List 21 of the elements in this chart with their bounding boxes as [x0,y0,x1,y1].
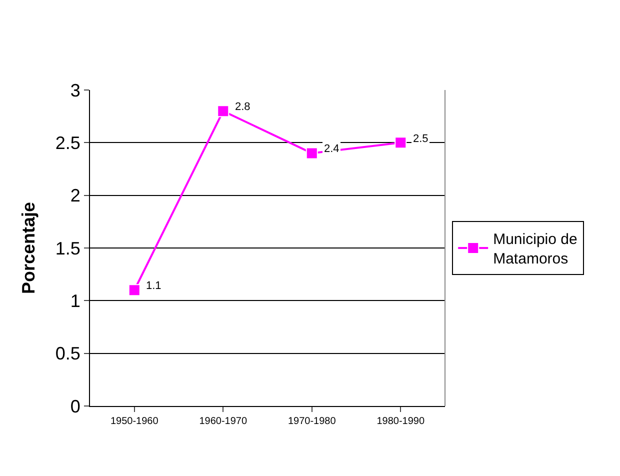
point [306,147,318,160]
point [394,136,407,149]
x-tick-label: 1970-1980 [288,416,336,427]
y-tick-label: 1.5 [55,238,80,258]
legend-label: Municipio de Matamoros [493,231,578,268]
y-tick-label: 1 [70,290,80,311]
data-label: 2.8 [235,101,250,113]
x-tick-label: 1960-1970 [199,416,248,427]
y-tick-label: 0.5 [55,344,80,364]
point [217,105,230,118]
x-tick-label: 1980-1990 [376,416,425,427]
point [128,284,140,296]
data-label: 1.1 [146,280,162,292]
data-label: 2.4 [324,143,340,155]
y-axis-title: Porcentaje [18,202,39,294]
y-tick-label: 3 [70,80,80,100]
data-label: 2.5 [413,133,428,145]
y-tick-label: 2 [70,186,80,206]
y-tick-label: 0 [70,396,80,416]
x-tick-label: 1950-1960 [110,416,159,427]
y-tick-label: 2.5 [55,132,80,153]
